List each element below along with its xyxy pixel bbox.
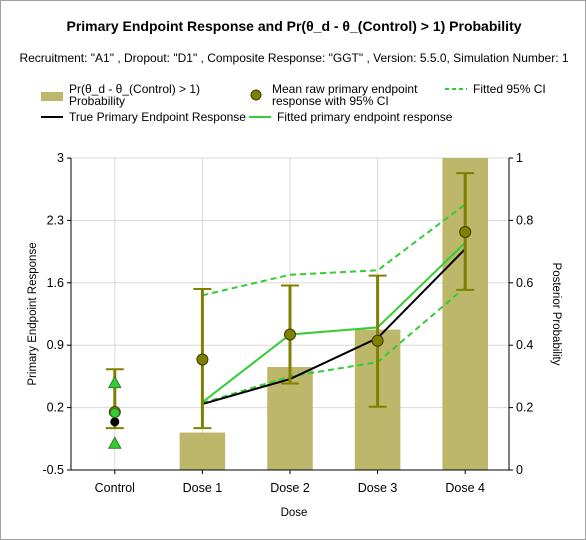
y2-tick-label: 0.6 [516,276,533,290]
control-true-response-marker [110,417,119,426]
probability-bars [180,158,488,470]
legend-label-mean-raw-line2: response with 95% CI [272,94,389,108]
mean-raw-marker [372,335,383,346]
mean-raw-marker [197,354,208,365]
x-axis-ticks: Control Dose 1 Dose 2 Dose 3 Dose 4 [95,470,485,495]
control-fitted-ci-high-marker [109,377,121,388]
y2-tick-label: 1 [516,151,523,165]
x-tick-label: Dose 4 [445,481,485,495]
y2-tick-label: 0.8 [516,213,533,227]
y-tick-label: -0.5 [42,463,64,477]
y2-tick-label: 0.2 [516,401,533,415]
y2-tick-label: 0 [516,463,523,477]
legend-swatch-probability [41,92,63,101]
y-tick-label: 0.2 [47,401,64,415]
fitted-response-line [202,243,465,403]
legend-label-true-response: True Primary Endpoint Response [69,110,246,124]
mean-raw-marker [460,226,471,237]
x-tick-label: Control [95,481,135,495]
y2-tick-label: 0.4 [516,338,533,352]
probability-bar [180,433,226,470]
y-tick-label: 2.3 [47,213,64,227]
chart-title: Primary Endpoint Response and Pr(θ_d - θ… [66,18,521,34]
y-tick-label: 3 [57,151,64,165]
y-axis-label: Primary Endpoint Response [27,242,39,385]
y-tick-label: 0.9 [47,338,64,352]
y2-axis-label: Posterior Probability [550,263,562,366]
chart-subtitle: Recruitment: "A1" , Dropout: "D1" , Comp… [19,51,568,65]
legend-label-fitted-ci: Fitted 95% CI [473,82,546,96]
x-tick-label: Dose 2 [270,481,310,495]
control-fitted-response-marker [110,408,119,417]
y-axis-ticks: -0.5 0.2 0.9 1.6 2.3 3 [42,151,71,477]
response-lines [202,204,465,404]
legend-label-fitted-response: Fitted primary endpoint response [277,110,453,124]
legend-swatch-mean-raw [251,90,261,100]
y2-axis-ticks: 0 0.2 0.4 0.6 0.8 1 [509,151,533,477]
y-tick-label: 1.6 [47,276,64,290]
legend: Pr(θ_d - θ_(Control) > 1) Probability Me… [41,82,546,124]
x-axis-label: Dose [281,507,308,519]
legend-label-probability-line2: Probability [69,94,125,108]
control-fitted-ci-low-marker [109,437,121,448]
mean-raw-marker [285,329,296,340]
x-tick-label: Dose 3 [358,481,398,495]
x-tick-label: Dose 1 [183,481,223,495]
